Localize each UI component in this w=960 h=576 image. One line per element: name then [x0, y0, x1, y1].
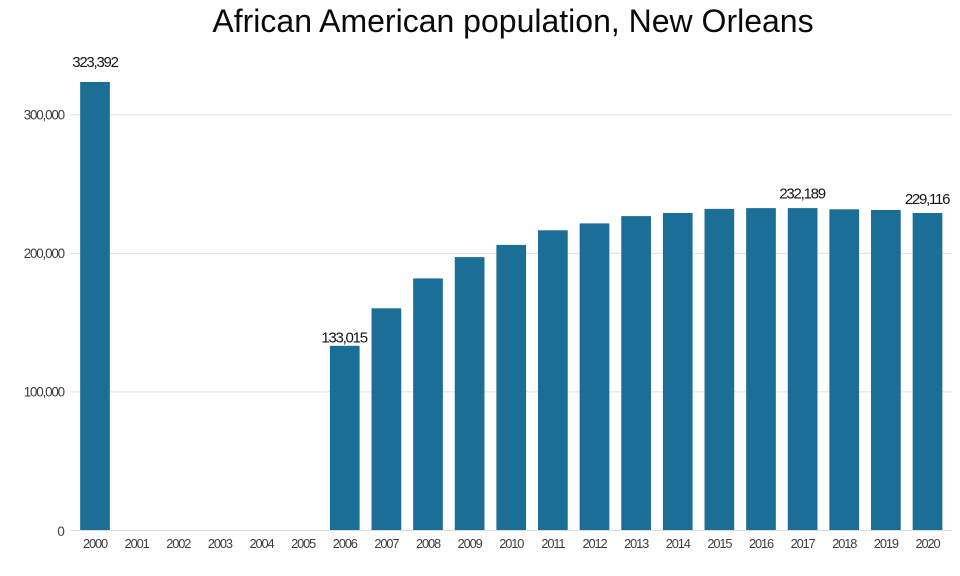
svg-text:229,116: 229,116	[905, 191, 950, 208]
svg-text:2010: 2010	[499, 536, 524, 551]
svg-text:2004: 2004	[249, 536, 274, 551]
svg-text:2007: 2007	[374, 536, 399, 551]
svg-text:300,000: 300,000	[24, 108, 65, 123]
svg-text:323,392: 323,392	[72, 54, 118, 71]
svg-text:2017: 2017	[791, 536, 816, 551]
svg-text:2019: 2019	[874, 536, 899, 551]
svg-text:2014: 2014	[666, 536, 691, 551]
svg-text:2011: 2011	[541, 536, 565, 551]
svg-text:2006: 2006	[333, 536, 358, 551]
svg-text:2008: 2008	[416, 536, 441, 551]
svg-text:2003: 2003	[208, 536, 233, 551]
svg-text:100,000: 100,000	[24, 384, 65, 399]
svg-text:2005: 2005	[291, 536, 316, 551]
svg-text:0: 0	[57, 524, 64, 539]
svg-text:2001: 2001	[125, 536, 150, 551]
svg-text:African American population, N: African American population, New Orleans	[212, 3, 813, 39]
svg-text:2000: 2000	[83, 536, 108, 551]
svg-text:133,015: 133,015	[321, 329, 367, 346]
svg-text:200,000: 200,000	[24, 246, 65, 261]
svg-text:2015: 2015	[707, 536, 732, 551]
svg-text:232,189: 232,189	[779, 186, 825, 203]
svg-text:2020: 2020	[915, 536, 940, 551]
svg-text:2018: 2018	[832, 536, 857, 551]
svg-text:2009: 2009	[458, 536, 483, 551]
svg-text:2012: 2012	[582, 536, 607, 551]
svg-text:2016: 2016	[749, 536, 774, 551]
svg-text:2013: 2013	[624, 536, 649, 551]
svg-text:2002: 2002	[166, 536, 191, 551]
